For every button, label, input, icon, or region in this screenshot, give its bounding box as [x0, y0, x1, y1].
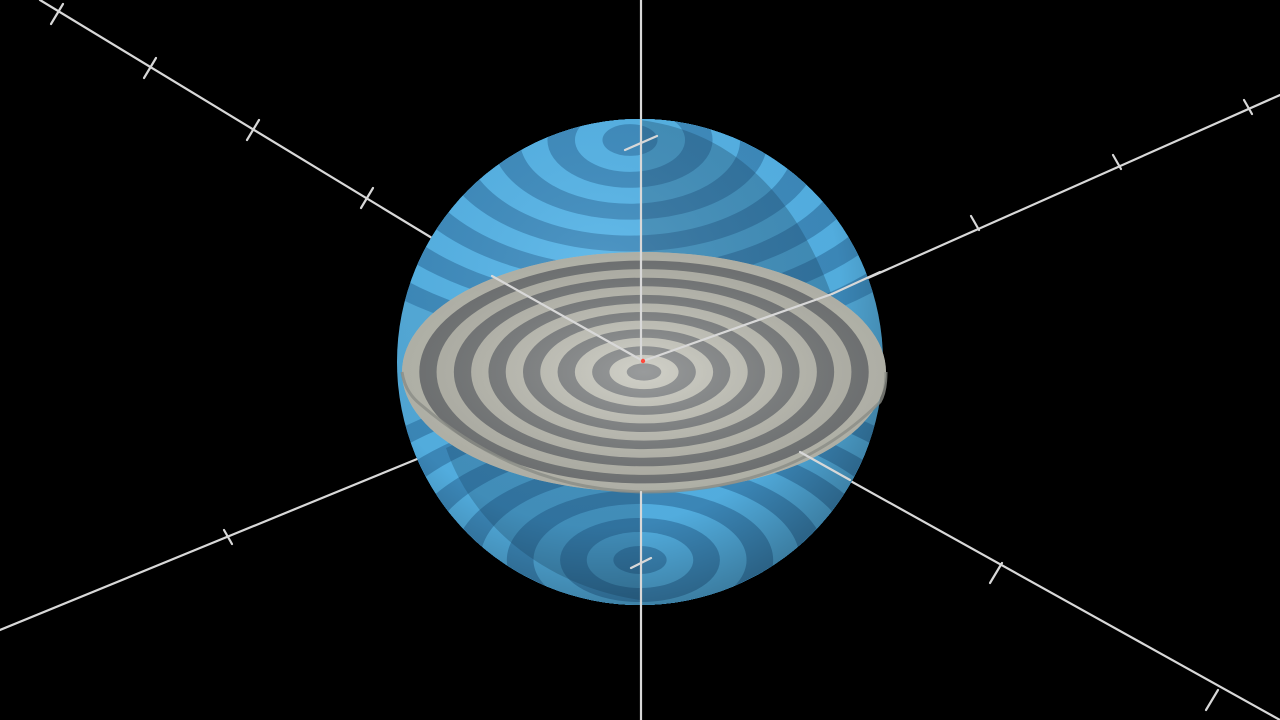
axis-b-tick	[222, 528, 234, 546]
axis-b-front-inner	[641, 292, 834, 363]
axis-b-back-upper	[830, 93, 1280, 296]
axis-a-front-inner	[490, 274, 645, 363]
axis-a-tick	[1204, 688, 1220, 712]
axis-b-back-lower	[0, 446, 446, 632]
sphere	[397, 119, 883, 605]
axis-a-back-lower	[818, 462, 1280, 720]
axis-b-front-upper	[830, 270, 882, 296]
disk-rim	[400, 371, 888, 494]
axis-a-tick	[988, 561, 1004, 585]
axes-front	[490, 118, 882, 720]
axis-b-tick	[969, 214, 981, 232]
axis-a-tick	[245, 118, 261, 142]
axis-a-tick	[359, 186, 375, 210]
axis-a-back-upper	[38, 0, 434, 240]
origin-marker	[640, 358, 646, 364]
axis-a-front-lower	[798, 450, 852, 482]
axis-vertical-tick	[629, 556, 653, 570]
axis-vertical-tick	[623, 134, 659, 152]
axis-b-tick	[1111, 153, 1123, 171]
disk-shading	[402, 252, 886, 492]
axis-b-tick	[1242, 98, 1254, 116]
axis-a-tick	[49, 2, 65, 26]
equatorial-disk	[400, 252, 888, 494]
axis-a-tick	[142, 56, 158, 80]
